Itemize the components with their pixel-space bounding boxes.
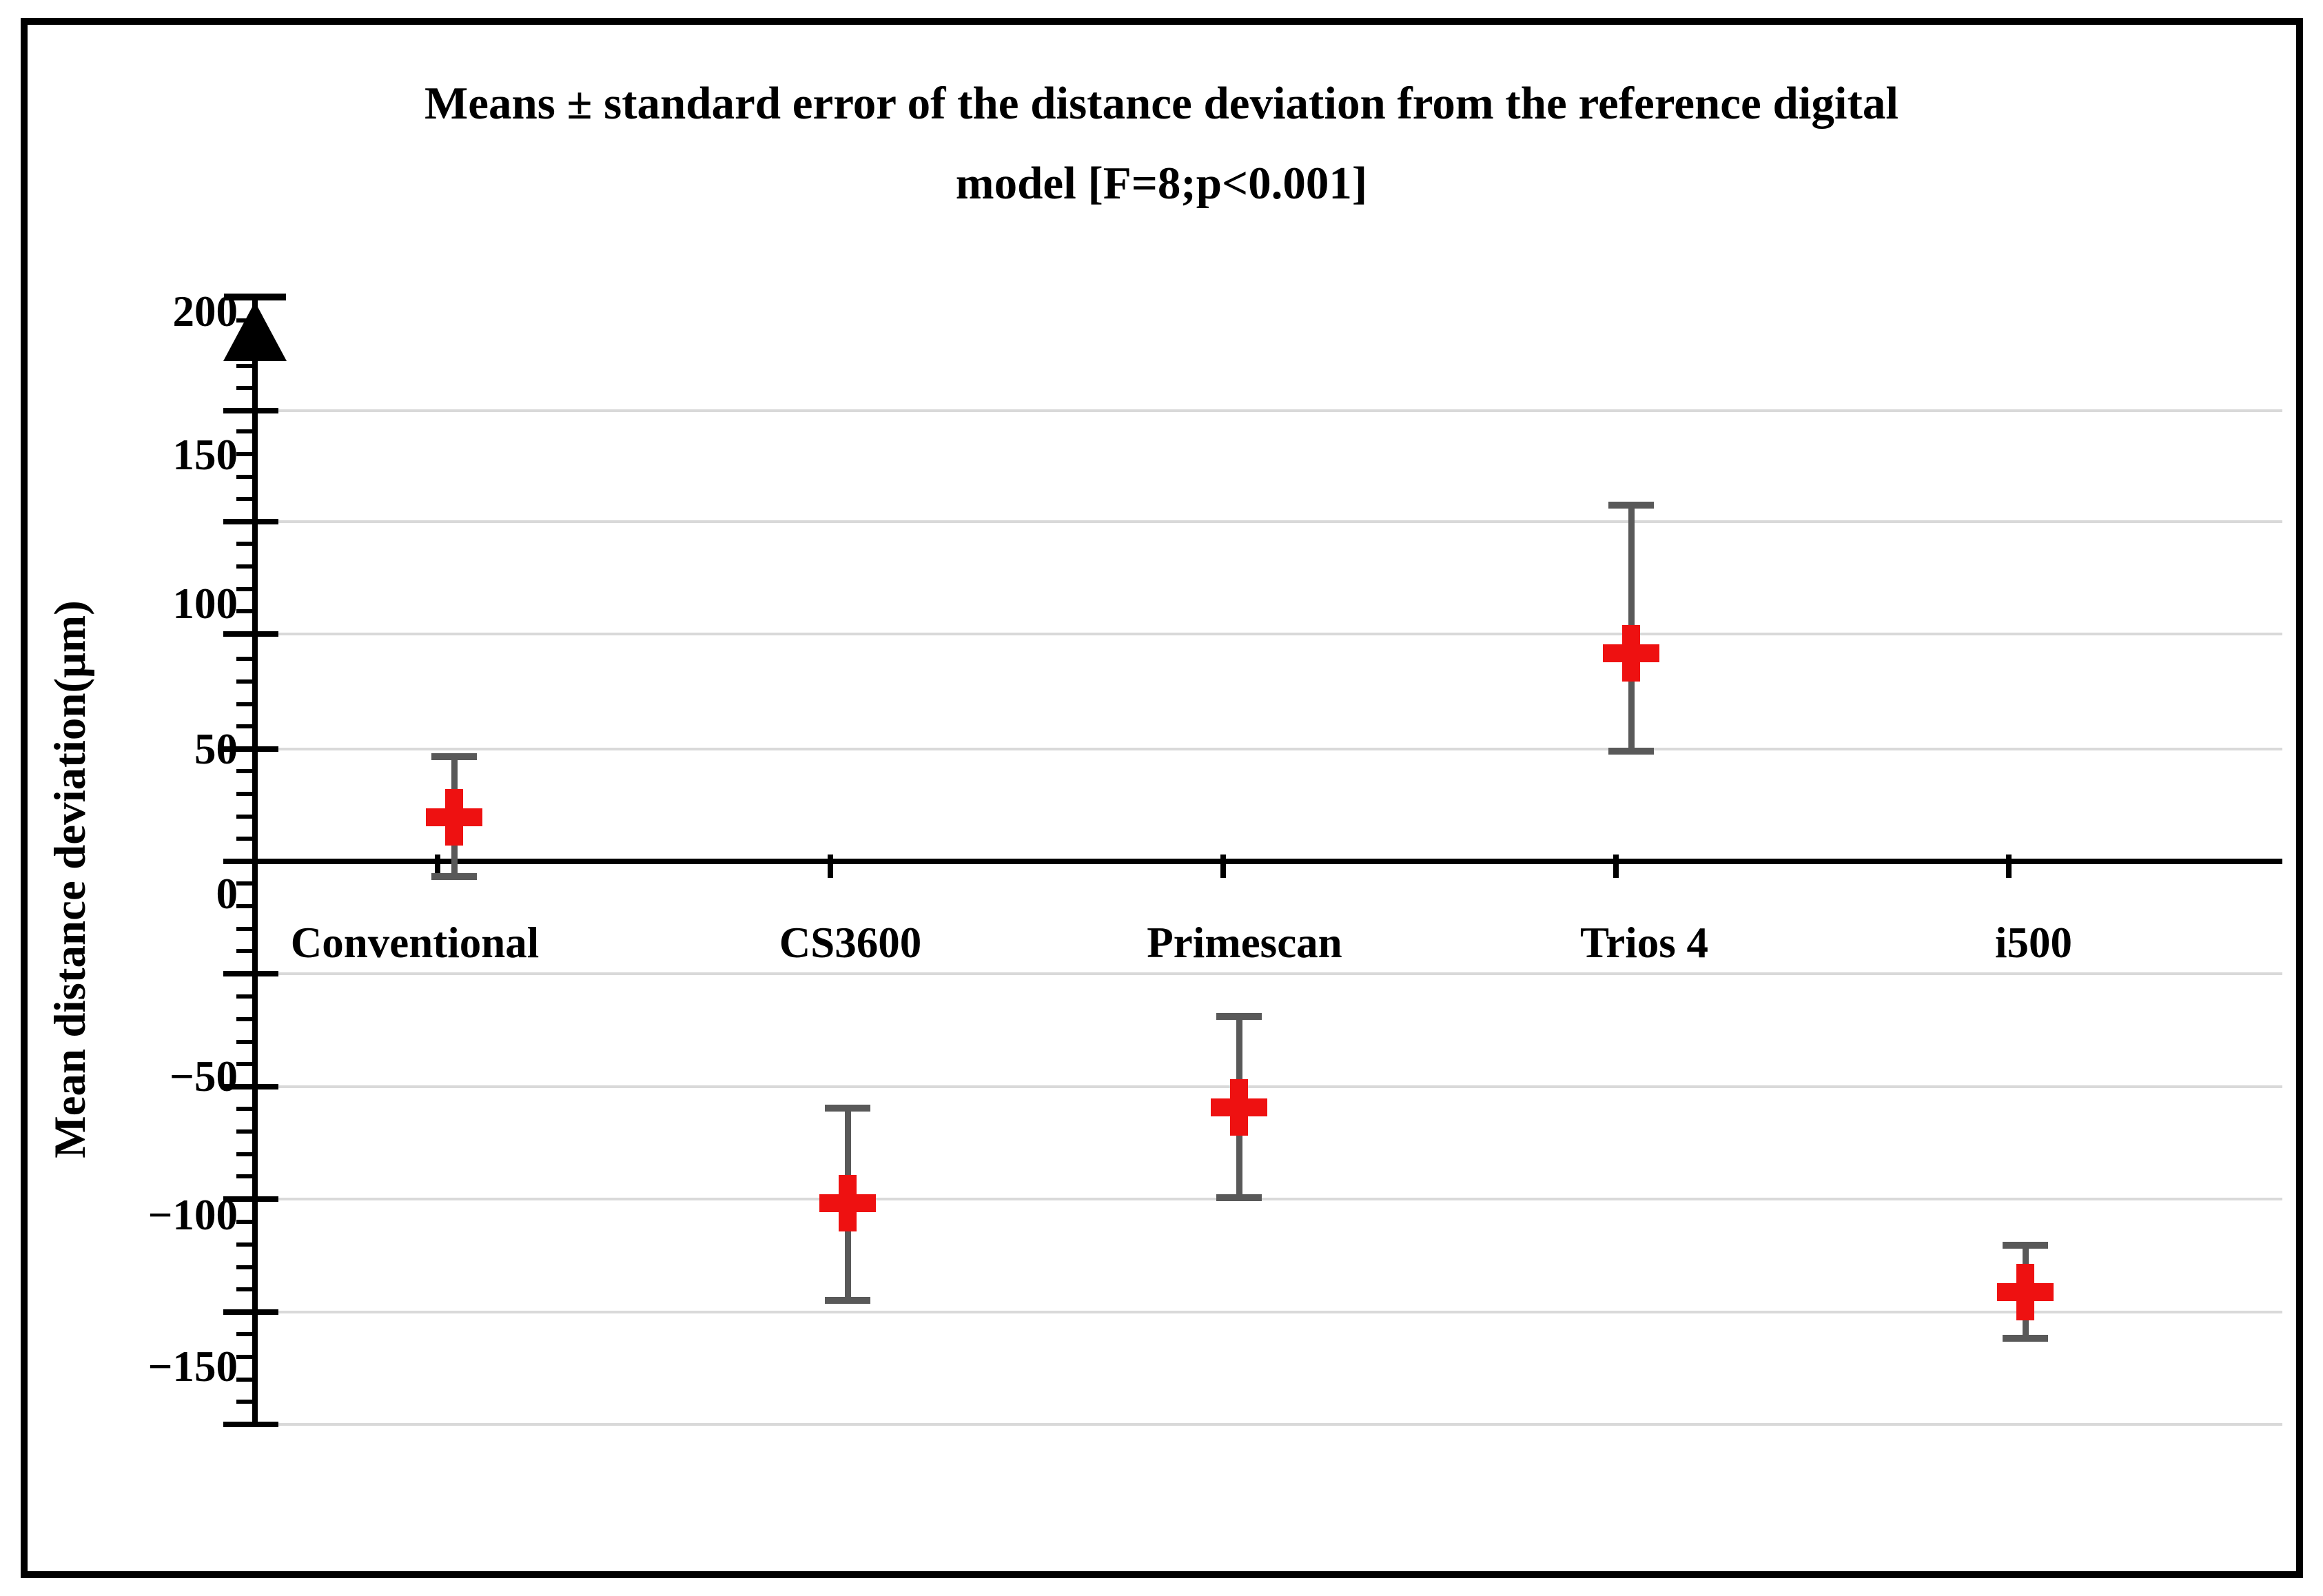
y-minor-tick	[236, 926, 255, 931]
y-minor-tick	[236, 474, 255, 479]
y-minor-tick	[236, 1129, 255, 1134]
y-tick-label: −100	[147, 1191, 238, 1239]
y-tick-label: 150	[172, 431, 238, 479]
y-minor-tick	[236, 702, 255, 706]
y-minor-tick	[236, 1174, 255, 1179]
x-category-label: Primescan	[1147, 919, 1342, 967]
gridline	[258, 1198, 2282, 1200]
data-point-cross-h	[1997, 1283, 2054, 1301]
gridline	[258, 409, 2282, 412]
x-category-tick	[828, 855, 833, 878]
error-bar-cap-bottom	[2003, 1335, 2048, 1342]
y-minor-tick	[236, 724, 255, 729]
y-minor-tick	[236, 451, 255, 456]
y-major-tick	[223, 1196, 278, 1202]
chart-title-line-1: Means ± standard error of the distance d…	[424, 78, 1899, 129]
y-minor-tick	[236, 586, 255, 591]
gridline	[258, 1085, 2282, 1088]
y-minor-tick	[236, 1039, 255, 1044]
y-minor-tick	[236, 881, 255, 886]
gridline	[258, 1423, 2282, 1426]
error-bar-cap-top	[2003, 1242, 2048, 1249]
y-major-tick	[223, 1084, 278, 1089]
x-category-label: Conventional	[290, 919, 540, 967]
gridline	[258, 1311, 2282, 1313]
y-minor-tick	[236, 679, 255, 684]
x-category-label: CS3600	[779, 919, 922, 967]
gridline	[258, 520, 2282, 523]
y-minor-tick	[236, 1220, 255, 1225]
y-minor-tick	[236, 903, 255, 908]
x-category-tick	[1220, 855, 1226, 878]
y-minor-tick	[236, 994, 255, 999]
y-minor-tick	[236, 1152, 255, 1156]
y-minor-tick	[236, 1107, 255, 1112]
error-bar-cap-bottom	[1608, 748, 1654, 755]
y-major-tick	[223, 631, 278, 637]
y-tick-label: 200	[172, 287, 238, 336]
y-minor-tick	[236, 542, 255, 546]
y-tick-label: 100	[172, 580, 238, 628]
chart-title-line-2: model [F=8;p<0.001]	[955, 158, 1368, 209]
x-category-label: i500	[1994, 919, 2072, 967]
y-minor-tick	[236, 814, 255, 819]
x-category-label: Trios 4	[1579, 919, 1709, 967]
y-major-tick	[223, 746, 278, 752]
x-category-tick	[435, 855, 440, 878]
data-point-cross-h	[819, 1194, 876, 1212]
y-minor-tick	[236, 386, 255, 391]
y-minor-tick	[236, 791, 255, 796]
y-minor-tick	[236, 1377, 255, 1382]
y-minor-tick	[236, 1400, 255, 1404]
y-minor-tick	[236, 1242, 255, 1247]
y-minor-tick	[236, 1265, 255, 1269]
y-axis-arrow-cap	[224, 294, 286, 300]
figure-frame	[21, 18, 2303, 1578]
y-major-tick	[223, 1309, 278, 1315]
y-minor-tick	[236, 1287, 255, 1292]
y-tick-label: −50	[170, 1052, 238, 1101]
y-minor-tick	[236, 609, 255, 614]
y-major-tick	[223, 859, 278, 864]
y-minor-tick	[236, 1016, 255, 1021]
y-minor-tick	[236, 769, 255, 774]
y-tick-label: 50	[194, 725, 238, 773]
error-bar-cap-bottom	[1216, 1194, 1262, 1201]
data-point-cross-h	[1211, 1098, 1267, 1116]
error-bar-cap-bottom	[825, 1297, 870, 1304]
y-minor-tick	[236, 1332, 255, 1337]
error-bar-cap-top	[1608, 502, 1654, 509]
y-major-tick	[223, 519, 278, 524]
x-axis-line	[252, 859, 2282, 864]
y-major-tick	[223, 971, 278, 976]
data-point-cross-h	[1603, 644, 1659, 662]
y-major-tick	[223, 1422, 278, 1427]
gridline	[258, 972, 2282, 975]
error-bar-cap-top	[1216, 1013, 1262, 1020]
y-minor-tick	[236, 497, 255, 502]
y-minor-tick	[236, 837, 255, 841]
y-minor-tick	[236, 657, 255, 662]
y-minor-tick	[236, 1354, 255, 1359]
error-bar-cap-top	[431, 753, 477, 760]
y-minor-tick	[236, 429, 255, 434]
chart-title: Means ± standard error of the distance d…	[0, 63, 2323, 223]
y-tick-label: −150	[147, 1342, 238, 1391]
x-category-tick	[2006, 855, 2012, 878]
data-point-cross-h	[426, 808, 482, 826]
y-minor-tick	[236, 949, 255, 954]
error-bar-cap-bottom	[431, 873, 477, 880]
x-category-tick	[1613, 855, 1619, 878]
y-tick-label: 0	[216, 870, 238, 918]
gridline	[258, 633, 2282, 635]
y-minor-tick	[236, 363, 255, 368]
y-minor-tick	[236, 1062, 255, 1067]
error-bar-cap-top	[825, 1105, 870, 1112]
y-axis-arrow-head	[223, 302, 287, 361]
gridline	[258, 748, 2282, 750]
y-major-tick	[223, 408, 278, 413]
y-minor-tick	[236, 564, 255, 569]
